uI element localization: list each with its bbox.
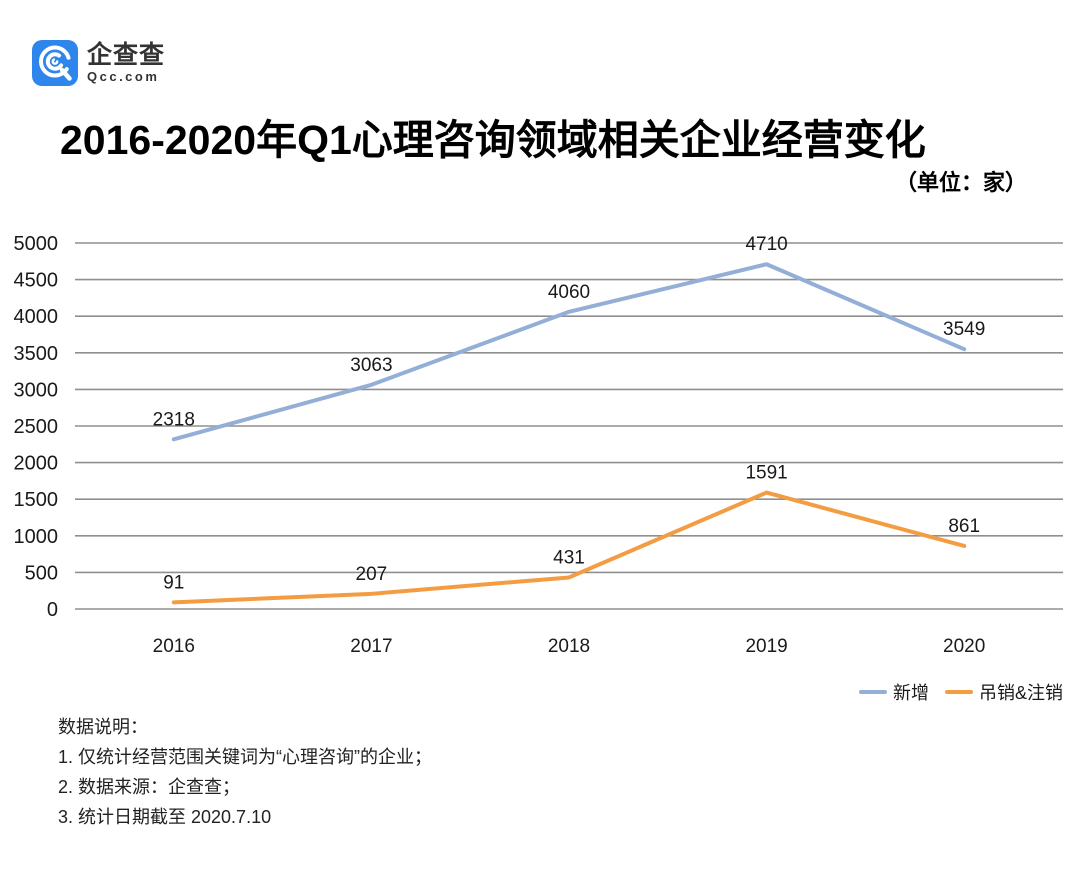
- legend-swatch-revoked: [944, 690, 973, 694]
- legend-swatch-new: [858, 690, 887, 694]
- y-tick-label: 1500: [14, 489, 59, 511]
- y-tick-label: 500: [25, 562, 58, 584]
- data-label: 3063: [350, 355, 392, 376]
- legend-label-new: 新增: [892, 683, 929, 703]
- unit-label: （单位：家）: [894, 170, 1027, 195]
- data-label: 1591: [745, 463, 787, 484]
- legend-item-new: 新增: [858, 679, 929, 705]
- y-tick-label: 2500: [14, 416, 59, 438]
- data-notes: 数据说明： 1. 仅统计经营范围关键词为“心理咨询”的企业； 2. 数据来源：企…: [58, 712, 432, 832]
- x-axis-label: 2018: [548, 636, 590, 657]
- qcc-logo-icon: [32, 40, 78, 86]
- x-axis-label: 2017: [350, 636, 392, 657]
- data-label: 207: [356, 564, 388, 585]
- x-axis-label: 2019: [745, 636, 787, 657]
- y-tick-label: 2000: [14, 453, 59, 475]
- y-tick-label: 4000: [14, 306, 59, 328]
- chart-title: 2016-2020年Q1心理咨询领域相关企业经营变化: [60, 117, 926, 163]
- data-label: 3549: [943, 319, 985, 340]
- chart-legend: 新增 吊销&注销: [858, 679, 1063, 705]
- y-tick-label: 3000: [14, 379, 59, 401]
- series-line-new: [171, 262, 967, 442]
- x-axis-label: 2016: [153, 636, 195, 657]
- note-line-3: 3. 统计日期截至 2020.7.10: [58, 807, 272, 827]
- y-tick-label: 4500: [14, 270, 59, 292]
- y-tick-label: 5000: [14, 233, 59, 255]
- data-label: 861: [948, 516, 980, 537]
- legend-label-revoked: 吊销&注销: [978, 683, 1063, 703]
- y-tick-label: 0: [47, 599, 58, 621]
- y-tick-label: 3500: [14, 343, 59, 365]
- logo-domain-text: Qcc.com: [87, 69, 160, 84]
- qcc-logo: 企查查 Qcc.com: [32, 40, 165, 86]
- note-line-1: 1. 仅统计经营范围关键词为“心理咨询”的企业；: [58, 747, 432, 767]
- data-label: 91: [163, 572, 184, 593]
- data-label: 4060: [548, 282, 590, 303]
- logo-brand-name: 企查查: [87, 41, 166, 69]
- data-label: 431: [553, 547, 585, 568]
- data-label: 4710: [745, 234, 787, 255]
- data-label: 2318: [153, 409, 195, 430]
- y-tick-label: 1000: [14, 526, 59, 548]
- x-axis-label: 2020: [943, 636, 985, 657]
- notes-heading: 数据说明：: [58, 717, 148, 737]
- series-line-revoked: [171, 490, 967, 605]
- note-line-2: 2. 数据来源：企查查；: [58, 777, 241, 797]
- legend-item-revoked: 吊销&注销: [944, 679, 1063, 705]
